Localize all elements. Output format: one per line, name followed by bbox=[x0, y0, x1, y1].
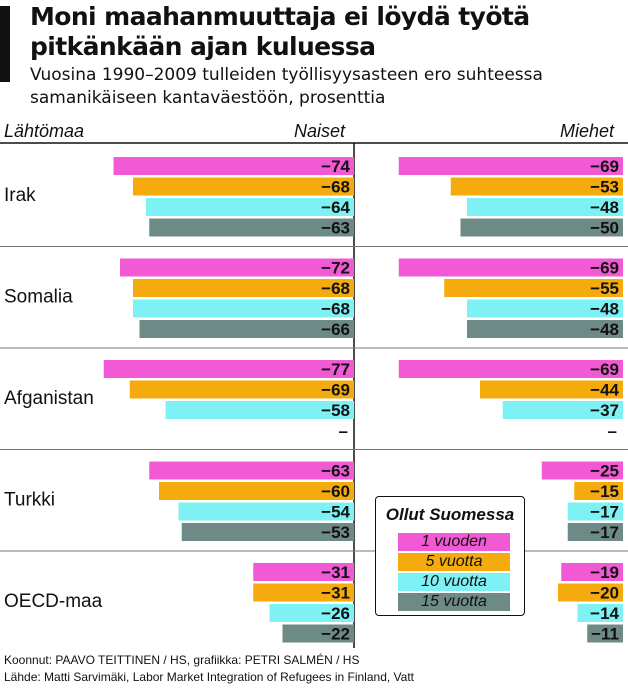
bar-naiset-oecd-maa-15-vuotta bbox=[282, 624, 354, 643]
legend: Ollut Suomessa 1 vuoden 5 vuotta 10 vuot… bbox=[375, 496, 525, 616]
bar-naiset-somalia-5-vuotta-value-label: −68 bbox=[321, 279, 350, 298]
bar-naiset-afganistan-1-vuoden-value-label: −77 bbox=[321, 360, 350, 379]
title-accent-bar bbox=[0, 6, 10, 82]
bar-naiset-afganistan-10-vuotta bbox=[165, 401, 354, 419]
bar-miehet-afganistan-5-vuotta bbox=[480, 380, 623, 399]
credits-authors: Koonnut: PAAVO TEITTINEN / HS, grafiikka… bbox=[4, 653, 360, 667]
bar-miehet-oecd-maa-15-vuotta bbox=[587, 624, 623, 643]
bar-miehet-irak-15-vuotta-value-label: −50 bbox=[590, 219, 619, 238]
column-header-men: Miehet bbox=[560, 121, 615, 141]
bar-naiset-irak-15-vuotta bbox=[149, 218, 354, 237]
chart-subtitle: Vuosina 1990–2009 tulleiden työllisyysas… bbox=[30, 65, 543, 108]
bar-naiset-somalia-1-vuoden-value-label: −72 bbox=[321, 259, 350, 278]
bar-miehet-somalia-15-vuotta bbox=[467, 320, 623, 338]
bar-miehet-somalia-10-vuotta bbox=[467, 299, 623, 318]
bar-naiset-oecd-maa-1-vuoden bbox=[253, 563, 354, 581]
bar-miehet-somalia-5-vuotta-value-label: −55 bbox=[590, 279, 619, 298]
bar-naiset-turkki-1-vuoden-value-label: −63 bbox=[321, 462, 350, 481]
legend-title: Ollut Suomessa bbox=[385, 505, 515, 524]
category-label-irak: Irak bbox=[4, 185, 36, 206]
bar-miehet-turkki-15-vuotta bbox=[567, 523, 623, 541]
bar-miehet-somalia-5-vuotta bbox=[444, 279, 623, 297]
category-label-afganistan: Afganistan bbox=[4, 388, 94, 409]
bar-miehet-somalia-10-vuotta-value-label: −48 bbox=[590, 300, 619, 319]
bar-miehet-turkki-1-vuoden bbox=[541, 461, 623, 480]
bar-miehet-oecd-maa-10-vuotta bbox=[577, 604, 623, 622]
bar-naiset-irak-15-vuotta-value-label: −63 bbox=[321, 219, 350, 238]
bar-naiset-irak-5-vuotta bbox=[133, 177, 354, 196]
bar-naiset-oecd-maa-15-vuotta-value-label: −22 bbox=[321, 625, 350, 644]
bar-naiset-somalia-10-vuotta-value-label: −68 bbox=[321, 300, 350, 319]
bar-miehet-oecd-maa-5-vuotta bbox=[558, 583, 623, 602]
bar-miehet-irak-1-vuoden bbox=[398, 157, 623, 175]
bar-naiset-somalia-15-vuotta bbox=[139, 320, 354, 338]
bar-miehet-turkki-5-vuotta-value-label: −15 bbox=[590, 482, 619, 501]
credits-source: Lähde: Matti Sarvimäki, Labor Market Int… bbox=[4, 670, 414, 684]
bar-naiset-turkki-15-vuotta bbox=[181, 523, 354, 541]
bar-naiset-oecd-maa-5-vuotta-value-label: −31 bbox=[321, 584, 350, 603]
legend-item-1-vuoden: 1 vuoden bbox=[398, 533, 510, 551]
bar-miehet-irak-1-vuoden-value-label: −69 bbox=[590, 157, 619, 176]
bar-naiset-afganistan-5-vuotta bbox=[129, 380, 354, 399]
bar-miehet-irak-10-vuotta bbox=[467, 198, 623, 216]
bar-naiset-turkki-5-vuotta-value-label: −60 bbox=[321, 482, 350, 501]
bar-miehet-afganistan-1-vuoden bbox=[398, 360, 623, 378]
bar-naiset-irak-1-vuoden-value-label: −74 bbox=[321, 157, 350, 176]
bar-naiset-somalia-5-vuotta bbox=[133, 279, 354, 297]
bar-miehet-somalia-15-vuotta-value-label: −48 bbox=[590, 320, 619, 339]
bar-miehet-somalia-1-vuoden-value-label: −69 bbox=[590, 259, 619, 278]
bar-naiset-irak-1-vuoden bbox=[113, 157, 354, 175]
legend-item-10-vuotta: 10 vuotta bbox=[398, 573, 510, 591]
bar-miehet-afganistan-1-vuoden-value-label: −69 bbox=[590, 360, 619, 379]
bar-naiset-afganistan-15-vuotta-missing-label: – bbox=[339, 422, 348, 441]
bar-miehet-turkki-1-vuoden-value-label: −25 bbox=[590, 462, 619, 481]
bar-miehet-irak-15-vuotta bbox=[460, 218, 623, 237]
bar-naiset-afganistan-5-vuotta-value-label: −69 bbox=[321, 381, 350, 400]
category-label-turkki: Turkki bbox=[4, 490, 55, 511]
bar-miehet-afganistan-5-vuotta-value-label: −44 bbox=[590, 381, 619, 400]
bar-miehet-afganistan-10-vuotta-value-label: −37 bbox=[590, 401, 619, 420]
column-header-country: Lähtömaa bbox=[4, 121, 85, 141]
chart-title: Moni maahanmuuttaja ei löydä työtä pitkä… bbox=[30, 2, 530, 61]
bar-naiset-oecd-maa-1-vuoden-value-label: −31 bbox=[321, 563, 350, 582]
bar-naiset-turkki-15-vuotta-value-label: −53 bbox=[321, 523, 350, 542]
bar-naiset-turkki-5-vuotta bbox=[159, 482, 354, 500]
bar-naiset-irak-10-vuotta bbox=[146, 198, 354, 216]
bar-naiset-somalia-1-vuoden bbox=[120, 258, 354, 277]
legend-item-5-vuotta: 5 vuotta bbox=[398, 553, 510, 571]
bar-miehet-oecd-maa-5-vuotta-value-label: −20 bbox=[590, 584, 619, 603]
bar-naiset-irak-10-vuotta-value-label: −64 bbox=[321, 198, 350, 217]
bar-miehet-irak-5-vuotta-value-label: −53 bbox=[590, 178, 619, 197]
bar-naiset-oecd-maa-5-vuotta bbox=[253, 583, 354, 602]
bar-miehet-afganistan-15-vuotta-missing-label: – bbox=[608, 422, 617, 441]
bar-miehet-turkki-10-vuotta-value-label: −17 bbox=[590, 503, 619, 522]
bar-naiset-turkki-1-vuoden bbox=[149, 461, 354, 480]
column-header-women: Naiset bbox=[294, 121, 346, 141]
bar-miehet-oecd-maa-10-vuotta-value-label: −14 bbox=[590, 604, 619, 623]
bar-miehet-oecd-maa-1-vuoden bbox=[561, 563, 623, 581]
category-label-somalia: Somalia bbox=[4, 287, 73, 308]
bar-naiset-irak-5-vuotta-value-label: −68 bbox=[321, 178, 350, 197]
bar-miehet-oecd-maa-15-vuotta-value-label: −11 bbox=[591, 625, 619, 644]
bar-miehet-irak-10-vuotta-value-label: −48 bbox=[590, 198, 619, 217]
bar-naiset-turkki-10-vuotta-value-label: −54 bbox=[321, 503, 350, 522]
credits: Koonnut: PAAVO TEITTINEN / HS, grafiikka… bbox=[4, 652, 414, 686]
bar-naiset-turkki-10-vuotta bbox=[178, 502, 354, 521]
bar-miehet-somalia-1-vuoden bbox=[398, 258, 623, 277]
bar-miehet-irak-5-vuotta bbox=[450, 177, 623, 196]
bar-naiset-somalia-15-vuotta-value-label: −66 bbox=[321, 320, 350, 339]
bar-miehet-oecd-maa-1-vuoden-value-label: −19 bbox=[590, 563, 619, 582]
bar-naiset-somalia-10-vuotta bbox=[133, 299, 354, 318]
bar-naiset-oecd-maa-10-vuotta-value-label: −26 bbox=[321, 604, 350, 623]
bar-naiset-afganistan-10-vuotta-value-label: −58 bbox=[321, 401, 350, 420]
category-label-oecd-maa: OECD-maa bbox=[4, 591, 103, 612]
legend-item-15-vuotta: 15 vuotta bbox=[398, 593, 510, 611]
bar-miehet-turkki-5-vuotta bbox=[574, 482, 623, 500]
bar-naiset-afganistan-1-vuoden bbox=[103, 360, 354, 378]
bar-miehet-afganistan-10-vuotta bbox=[502, 401, 623, 419]
bar-miehet-turkki-15-vuotta-value-label: −17 bbox=[590, 523, 619, 542]
bar-miehet-turkki-10-vuotta bbox=[567, 502, 623, 521]
bar-naiset-oecd-maa-10-vuotta bbox=[269, 604, 354, 622]
